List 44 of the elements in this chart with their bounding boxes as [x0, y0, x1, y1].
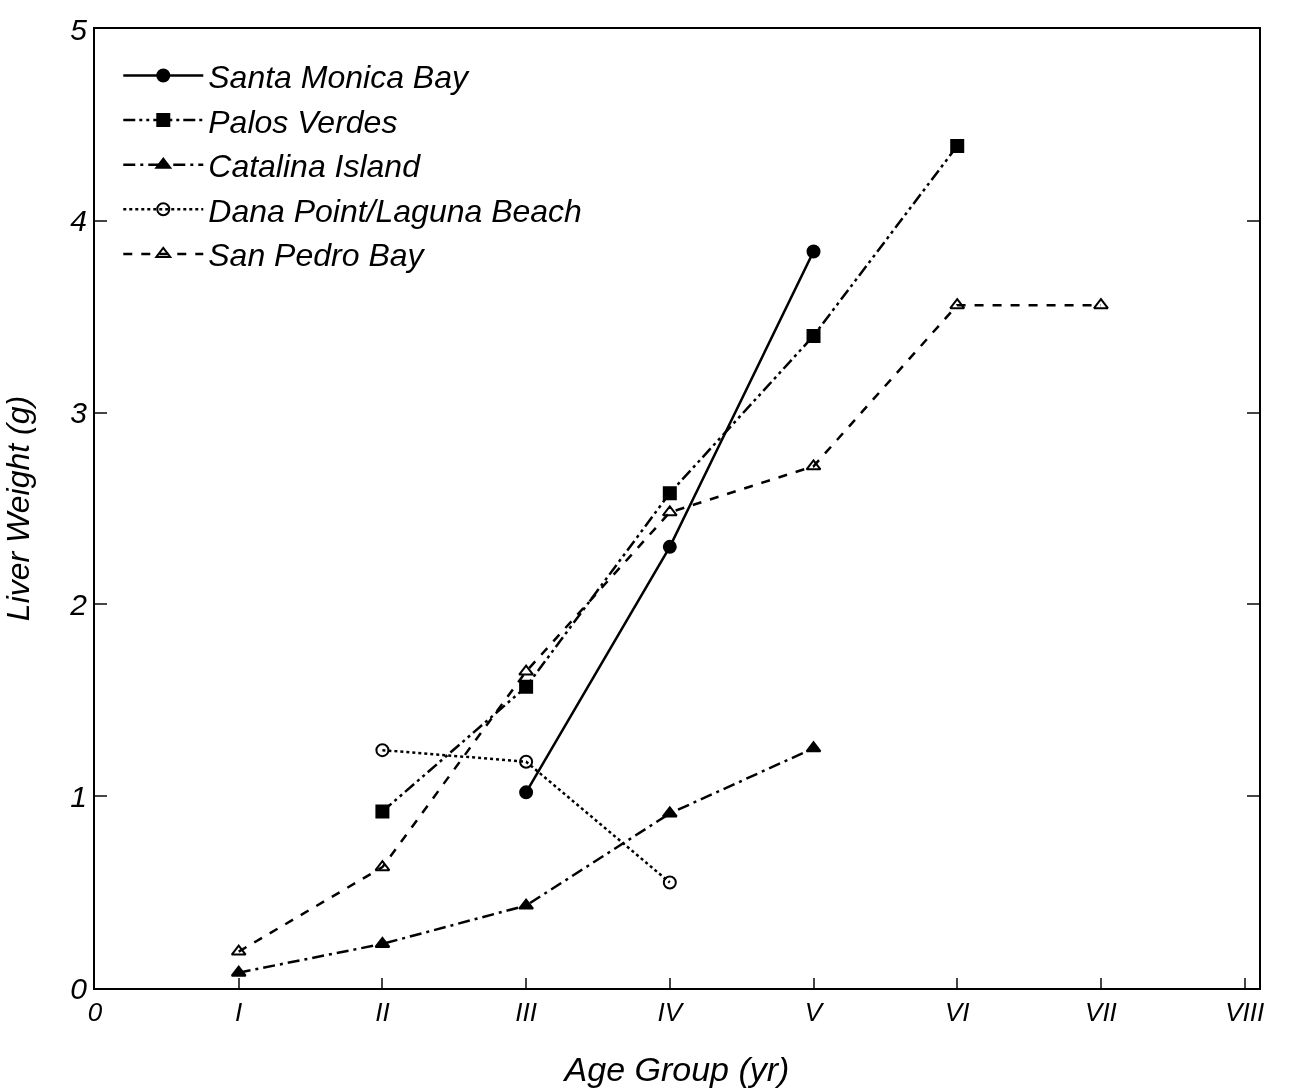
x-tick-label: III: [515, 997, 537, 1028]
point: [805, 459, 822, 471]
point: [949, 298, 966, 310]
point: [519, 679, 534, 694]
point: [662, 875, 677, 890]
point: [950, 139, 965, 153]
y-tick-label: 3: [70, 396, 88, 430]
point: [662, 486, 677, 501]
point: [519, 754, 534, 769]
point: [662, 539, 677, 554]
x-axis-title: Age Group (yr): [562, 1050, 790, 1088]
legend-label: San Pedro Bay: [208, 237, 426, 274]
x-tick-label: VIII: [1225, 997, 1265, 1028]
point: [806, 244, 821, 259]
x-tick-label: IV: [657, 997, 685, 1028]
x-tick-label: V: [804, 997, 825, 1028]
legend-label: Santa Monica Bay: [208, 58, 470, 95]
y-tick-label: 4: [70, 204, 87, 238]
point: [374, 936, 391, 948]
point: [230, 965, 247, 977]
point: [1093, 298, 1109, 310]
x-tick-label: II: [375, 997, 390, 1028]
x-tick-label: VII: [1085, 997, 1117, 1028]
point: [375, 743, 390, 758]
point: [518, 664, 535, 676]
point: [806, 328, 821, 343]
point: [661, 505, 678, 517]
y-tick-label: 1: [70, 779, 87, 813]
point: [661, 806, 678, 818]
point: [230, 944, 247, 956]
y-axis-title: Liver Weight (g): [0, 395, 36, 622]
y-tick-label: 5: [70, 12, 88, 46]
point: [519, 785, 534, 800]
point: [805, 741, 822, 753]
legend-label: Catalina Island: [208, 148, 422, 185]
point: [374, 860, 391, 872]
legend-label: Dana Point/Laguna Beach: [208, 192, 582, 229]
y-tick-label: 0: [70, 971, 88, 1005]
y-tick-label: 2: [69, 587, 88, 621]
x-tick-label: I: [235, 997, 243, 1028]
x-tick-label: VI: [944, 997, 970, 1028]
point: [375, 804, 390, 819]
point: [518, 898, 535, 910]
legend-label: Palos Verdes: [208, 103, 398, 140]
